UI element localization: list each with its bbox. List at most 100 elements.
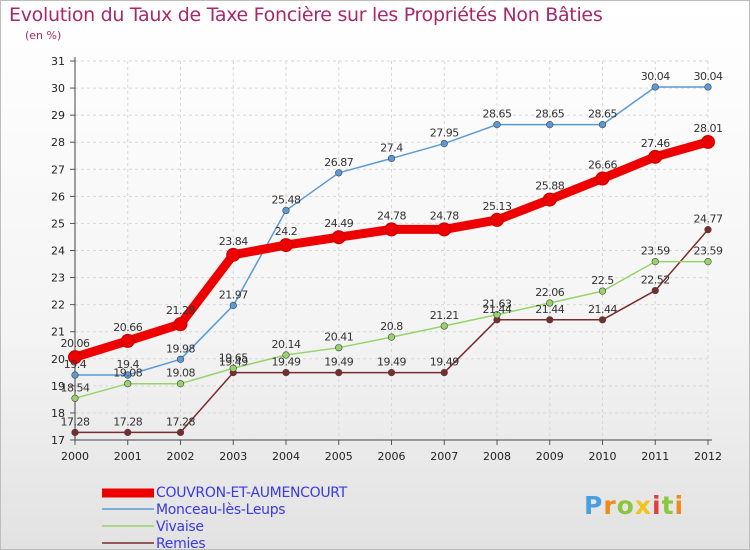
data-label: 27.4 — [380, 141, 403, 154]
data-point — [387, 368, 396, 377]
data-point — [651, 257, 659, 266]
data-point — [282, 368, 290, 377]
data-label: 21.44 — [535, 303, 564, 316]
data-label: 18.54 — [61, 381, 90, 394]
data-point — [651, 83, 659, 91]
legend-swatch-monceau — [102, 508, 154, 510]
data-point — [335, 368, 343, 377]
data-label: 21.63 — [483, 298, 512, 311]
legend-label: Monceau-lès-Leups — [156, 501, 286, 518]
data-point — [124, 371, 132, 379]
data-label: 19.49 — [430, 356, 459, 369]
data-point — [226, 247, 241, 262]
data-label: 30.04 — [641, 70, 670, 83]
data-label: 25.88 — [535, 180, 564, 193]
x-tick-label: 2009 — [536, 450, 564, 463]
data-label: 28.01 — [694, 122, 723, 135]
data-point — [384, 222, 399, 237]
data-point — [229, 301, 237, 310]
legend-label: Vivaise — [156, 518, 204, 535]
data-point — [387, 154, 396, 163]
y-tick-label: 21 — [51, 326, 65, 339]
y-tick-label: 30 — [51, 82, 65, 95]
data-label: 20.66 — [113, 321, 142, 334]
data-point — [279, 238, 293, 253]
data-point — [440, 322, 448, 330]
data-point — [440, 368, 448, 377]
y-tick-label: 31 — [51, 55, 65, 68]
data-label: 24.78 — [430, 209, 459, 222]
data-point — [598, 316, 607, 324]
data-label: 21.97 — [219, 288, 248, 301]
data-label: 21.28 — [166, 304, 195, 317]
y-tick-label: 25 — [51, 217, 65, 230]
data-point — [546, 316, 554, 324]
data-label: 28.65 — [588, 108, 617, 121]
x-tick-label: 2003 — [219, 450, 247, 463]
data-label: 25.13 — [483, 200, 512, 213]
data-label: 20.8 — [380, 320, 403, 333]
data-label: 19.65 — [219, 351, 248, 364]
x-tick-label: 2002 — [167, 450, 195, 463]
data-point — [124, 380, 132, 388]
data-point — [176, 380, 185, 388]
legend-label: COUVRON-ET-AUMENCOURT — [156, 484, 347, 501]
data-point — [701, 134, 715, 149]
data-point — [490, 212, 504, 227]
data-point — [71, 371, 79, 379]
data-label: 23.59 — [641, 245, 670, 258]
x-tick-label: 2011 — [641, 450, 669, 463]
data-label: 19.08 — [166, 367, 195, 380]
legend-item-vivaise[interactable]: Vivaise — [102, 518, 347, 535]
data-point — [173, 317, 188, 332]
data-point — [120, 333, 135, 348]
y-axis-unit: (en %) — [25, 29, 62, 42]
legend-item-remies[interactable]: Remies — [102, 535, 347, 549]
data-label: 19.4 — [64, 358, 87, 371]
data-label: 23.59 — [694, 245, 723, 258]
data-label: 17.28 — [166, 415, 195, 428]
legend-item-couvron[interactable]: COUVRON-ET-AUMENCOURT — [102, 484, 347, 501]
data-point — [124, 428, 132, 437]
data-point — [648, 149, 663, 164]
x-tick-label: 2006 — [378, 450, 406, 463]
data-label: 19.4 — [117, 358, 140, 371]
legend: COUVRON-ET-AUMENCOURT Monceau-lès-Leups … — [102, 484, 347, 549]
data-label: 19.49 — [219, 356, 248, 369]
data-point — [704, 83, 712, 91]
y-tick-label: 26 — [51, 190, 65, 203]
data-point — [71, 394, 79, 402]
data-label: 20.14 — [272, 338, 301, 351]
data-label: 21.44 — [483, 303, 512, 316]
data-point — [176, 428, 185, 437]
x-tick-label: 2000 — [61, 450, 89, 463]
data-label: 26.66 — [588, 158, 617, 171]
data-point — [542, 192, 557, 207]
legend-item-monceau[interactable]: Monceau-lès-Leups — [102, 501, 347, 518]
data-point — [598, 121, 607, 129]
data-label: 24.2 — [275, 225, 298, 238]
data-label-layer: 20.06 20.66 21.28 23.84 24.2 24.49 24.78 24.78 2… — [61, 70, 724, 428]
data-point — [437, 222, 452, 237]
y-tick-label: 18 — [51, 407, 65, 420]
y-tick-label: 20 — [51, 353, 65, 366]
data-label: 27.46 — [641, 137, 670, 150]
data-label: 21.44 — [588, 303, 617, 316]
data-label: 19.08 — [113, 367, 142, 380]
data-label: 17.28 — [61, 415, 90, 428]
data-label: 28.65 — [535, 108, 564, 121]
data-point — [704, 257, 712, 266]
data-label: 27.95 — [430, 127, 459, 140]
data-point — [546, 121, 554, 129]
data-label: 24.49 — [324, 217, 353, 230]
data-point — [176, 355, 185, 363]
legend-swatch-vivaise — [102, 525, 154, 527]
data-label: 30.04 — [694, 70, 723, 83]
data-point — [598, 287, 607, 295]
x-tick-label: 2004 — [272, 450, 300, 463]
data-point — [331, 230, 346, 245]
data-point — [68, 350, 82, 365]
data-label: 22.5 — [591, 274, 614, 287]
